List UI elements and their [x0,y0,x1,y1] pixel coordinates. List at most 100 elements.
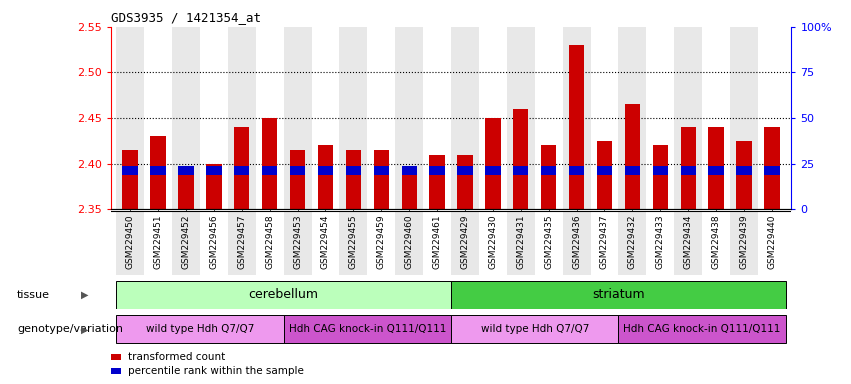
Text: GSM229460: GSM229460 [405,214,414,269]
Bar [457,154,472,209]
Bar [311,211,340,275]
Bar [290,166,306,175]
Bar [283,211,311,275]
Bar [569,45,585,209]
Bar [681,166,696,175]
Bar [619,316,785,343]
Text: GSM229437: GSM229437 [600,214,609,269]
Text: GSM229457: GSM229457 [237,214,246,269]
Text: GSM229438: GSM229438 [711,214,721,269]
Bar [283,316,451,343]
Text: Hdh CAG knock-in Q111/Q111: Hdh CAG knock-in Q111/Q111 [288,324,446,334]
Bar [395,27,423,209]
Text: cerebellum: cerebellum [248,288,318,301]
Bar [368,211,395,275]
Text: striatum: striatum [592,288,645,301]
Bar [423,27,451,209]
Bar [764,127,780,209]
Bar [262,166,277,175]
Bar [619,27,647,209]
Text: GSM229454: GSM229454 [321,214,330,269]
Bar [597,166,612,175]
Text: GSM229431: GSM229431 [517,214,525,269]
Bar [206,164,221,209]
Bar [206,166,221,175]
Bar [234,166,249,175]
Bar [764,166,780,175]
Bar [228,27,255,209]
Bar [172,211,200,275]
Bar [674,211,702,275]
Bar [653,146,668,209]
Bar [674,27,702,209]
Bar [346,150,361,209]
Bar [479,27,507,209]
Text: GSM229435: GSM229435 [544,214,553,269]
Bar [346,166,361,175]
Text: GSM229458: GSM229458 [266,214,274,269]
Bar [234,127,249,209]
Bar [479,211,507,275]
Text: GSM229461: GSM229461 [432,214,442,269]
Bar [430,166,445,175]
Bar [151,166,166,175]
Bar [430,154,445,209]
Bar [730,211,758,275]
Bar [255,211,283,275]
Bar [340,27,368,209]
Bar [513,109,528,209]
Bar [591,27,619,209]
Bar [144,27,172,209]
Bar [534,211,563,275]
Bar [702,211,730,275]
Bar [534,27,563,209]
Bar [485,166,500,175]
Bar [111,354,121,360]
Bar [228,211,255,275]
Text: GSM229429: GSM229429 [460,214,470,269]
Bar [708,166,723,175]
Bar [200,27,228,209]
Bar [513,166,528,175]
Bar [681,127,696,209]
Bar [563,211,591,275]
Bar [457,166,472,175]
Bar [625,104,640,209]
Bar [647,211,674,275]
Bar [123,166,138,175]
Text: tissue: tissue [17,290,50,300]
Text: GSM229434: GSM229434 [683,214,693,269]
Bar [485,118,500,209]
Bar [368,27,395,209]
Bar [597,141,612,209]
Bar [758,27,785,209]
Text: GSM229451: GSM229451 [153,214,163,269]
Text: GSM229439: GSM229439 [740,214,749,269]
Bar [340,211,368,275]
Bar [117,211,144,275]
Bar [317,146,333,209]
Text: ▶: ▶ [82,324,89,334]
Bar [374,150,389,209]
Bar [507,211,534,275]
Bar [402,168,417,209]
Bar [111,368,121,374]
Text: GSM229440: GSM229440 [768,214,776,269]
Bar [702,27,730,209]
Bar [123,150,138,209]
Text: GSM229455: GSM229455 [349,214,358,269]
Bar [179,173,194,209]
Bar [172,27,200,209]
Text: GSM229430: GSM229430 [488,214,497,269]
Bar [311,27,340,209]
Bar [451,316,619,343]
Bar [317,166,333,175]
Bar [647,27,674,209]
Bar [736,141,751,209]
Bar [625,166,640,175]
Bar [290,150,306,209]
Bar [374,166,389,175]
Bar [451,211,479,275]
Bar [569,166,585,175]
Bar [507,27,534,209]
